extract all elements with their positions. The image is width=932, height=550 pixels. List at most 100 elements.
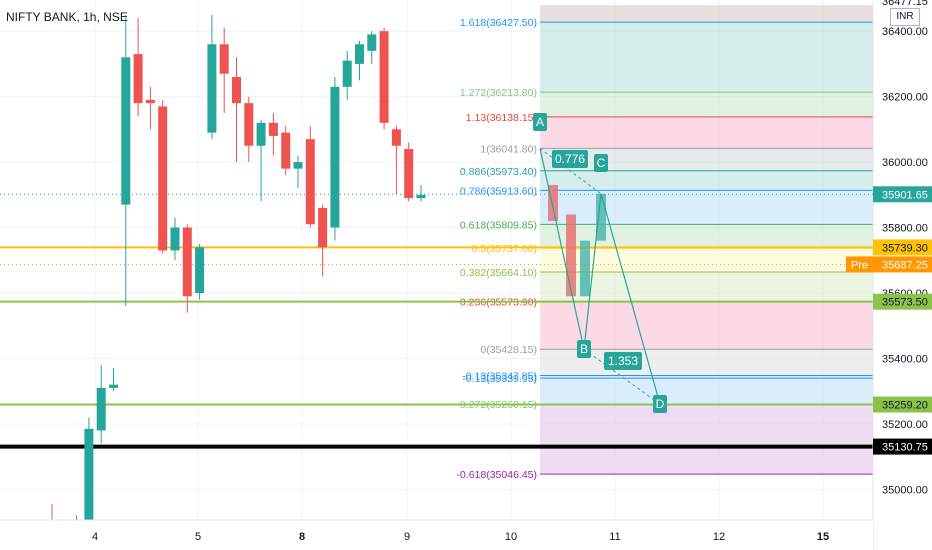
pattern-point-a-bg xyxy=(533,113,547,131)
pattern-ratio-ac: 0.776 xyxy=(552,150,588,168)
candle-body xyxy=(207,44,217,133)
price-scale-label: 35800.00 xyxy=(882,223,928,235)
candle-body xyxy=(416,194,426,199)
candle-body xyxy=(244,103,254,146)
fib-level-label: 0(35428.15) xyxy=(480,344,537,356)
fib-zone-band xyxy=(540,190,873,225)
time-tick-label: 8 xyxy=(299,531,305,543)
top-price-badge-bg xyxy=(873,0,932,6)
hline-price-badge-bg xyxy=(873,293,932,310)
candle-up xyxy=(293,155,303,189)
hline-price-badge: 35259.20 xyxy=(873,396,932,413)
pre-market-badge: Pre 35687.25 xyxy=(846,256,932,273)
price-scale-label: 36400.00 xyxy=(882,26,928,38)
fib-zone-band xyxy=(540,301,873,350)
pre-market-tag-text: Pre xyxy=(851,259,868,271)
time-tick-label: 15 xyxy=(817,531,829,543)
candle-up xyxy=(330,77,340,241)
fib-level-label: 0.382(35664.10) xyxy=(460,267,537,279)
hline-price-badge-text: 35130.75 xyxy=(882,442,928,454)
pattern-point-d-text: D xyxy=(656,397,665,411)
candle-body xyxy=(318,207,328,248)
fib-level-label: 1(36041.80) xyxy=(480,143,537,155)
hline-price-badge: 35130.75 xyxy=(873,438,932,455)
pattern-candle xyxy=(596,193,606,241)
candle-body xyxy=(232,77,241,104)
candle-body xyxy=(145,99,155,104)
time-tick-label: 9 xyxy=(404,531,410,543)
pattern-candle xyxy=(580,240,590,297)
abcd-ratio-line xyxy=(539,148,602,195)
abcd-ratio-line xyxy=(583,348,661,405)
candle-up xyxy=(195,243,205,300)
fib-level-label: 1.618(36427.50) xyxy=(460,17,537,29)
candle-body xyxy=(256,122,266,146)
pre-market-badge-text: 35687.25 xyxy=(882,259,928,271)
price-scale-label: 35400.00 xyxy=(882,353,928,365)
pattern-point-c: C xyxy=(594,154,608,172)
candle-body xyxy=(281,132,291,169)
candle-down xyxy=(219,27,229,113)
pattern-ratio-ac-text: 0.776 xyxy=(555,152,585,166)
fib-level-label: 1.13(36138.15) xyxy=(466,112,537,124)
fib-zone-band xyxy=(540,92,873,117)
candle-down xyxy=(145,86,155,130)
top-price-badge: 36477.15 xyxy=(873,0,932,8)
candle-up xyxy=(416,185,426,202)
candle-body xyxy=(195,247,205,293)
fib-zone-band xyxy=(540,404,873,475)
candle-up xyxy=(367,31,377,64)
candle-up xyxy=(84,417,94,532)
candle-body xyxy=(330,86,340,228)
candle-body xyxy=(133,54,143,104)
candle-down xyxy=(281,126,291,176)
candle-body xyxy=(182,227,192,297)
pre-market-badge-bg xyxy=(873,256,932,273)
pattern-ratio-ac-bg xyxy=(552,150,588,168)
candle-down xyxy=(158,99,168,254)
last-price-badge-text: 35901.65 xyxy=(882,189,928,201)
candle-up xyxy=(256,119,266,202)
candle-body xyxy=(170,227,180,251)
candle-down xyxy=(268,113,278,156)
candle-body xyxy=(404,149,414,199)
hline-price-badge-bg xyxy=(873,396,932,413)
candle-body xyxy=(367,34,377,51)
candle-down xyxy=(318,204,328,277)
candle-down xyxy=(379,27,389,130)
time-tick-label: 12 xyxy=(713,531,725,543)
candle-down xyxy=(133,18,143,117)
fib-level-label: 0.786(35913.60) xyxy=(460,185,537,197)
candle-up xyxy=(342,50,352,100)
candle-body xyxy=(109,384,118,388)
pattern-ratio-bd-bg xyxy=(604,352,642,370)
pattern-candle xyxy=(566,214,576,297)
hline-price-badge: 35739.30 xyxy=(873,239,932,256)
pattern-ratio-bd-text: 1.353 xyxy=(608,354,638,368)
currency-badge[interactable]: INR xyxy=(890,8,920,26)
candle-down xyxy=(305,126,315,228)
time-axis-bg xyxy=(0,520,873,550)
pattern-point-c-bg xyxy=(594,154,608,172)
candle-body xyxy=(158,106,168,251)
price-axis-bg xyxy=(873,0,932,550)
fib-zone-band xyxy=(540,272,873,302)
fib-zone-band xyxy=(540,116,873,149)
pattern-point-a: A xyxy=(533,113,547,131)
candle-down xyxy=(391,126,401,195)
candle-up xyxy=(121,14,131,307)
time-tick-label: 11 xyxy=(609,531,620,543)
candle-body xyxy=(268,122,278,136)
price-scale-label: 36200.00 xyxy=(882,92,928,104)
symbol-title[interactable]: NIFTY BANK, 1h, NSE xyxy=(6,10,128,24)
candle-up xyxy=(96,365,106,444)
candle-body xyxy=(121,57,131,205)
time-tick-label: 10 xyxy=(505,531,517,543)
pattern-ratio-bd: 1.353 xyxy=(604,352,642,370)
pattern-point-d-bg xyxy=(653,395,667,413)
candle-body xyxy=(96,387,106,431)
candle-body xyxy=(219,44,229,74)
candle-up xyxy=(109,368,118,392)
